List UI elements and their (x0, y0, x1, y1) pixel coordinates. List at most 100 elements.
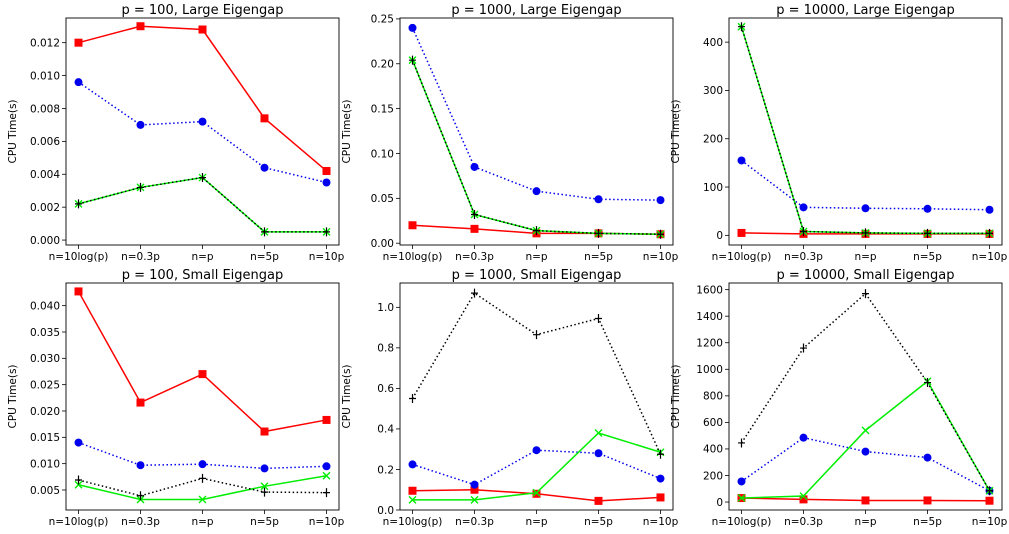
x-tick-label: n=10p (643, 516, 679, 528)
data-point (986, 228, 993, 238)
x-tick-label: n=5p (250, 516, 279, 528)
data-point (322, 415, 331, 424)
data-point (532, 446, 541, 455)
data-point (199, 473, 206, 483)
data-point (862, 228, 869, 238)
data-point (861, 204, 870, 213)
y-tick-label: 400 (703, 37, 723, 49)
data-point (861, 426, 870, 435)
series-line-4 (78, 176, 327, 233)
y-tick-label: 1000 (696, 364, 723, 376)
y-tick-label: 0.006 (30, 136, 60, 148)
data-point (861, 447, 870, 456)
x-tick-label: n=5p (913, 516, 942, 528)
chart-title: p = 1000, Large Eigengap (451, 3, 621, 18)
data-point (136, 398, 145, 407)
series-line-4 (740, 292, 991, 492)
y-tick-label: 300 (703, 85, 723, 97)
y-axis-label: CPU Time(s) (7, 99, 19, 163)
data-point (408, 221, 417, 230)
chart-title: p = 10000, Large Eigengap (776, 3, 955, 18)
data-point (75, 199, 82, 209)
data-point (799, 495, 808, 504)
chart-panel-1: p = 100, Large Eigengap CPU Time(s) 0.000 0… (7, 3, 345, 263)
y-tick-label: 0.030 (30, 353, 60, 365)
plot-area (74, 22, 331, 237)
y-tick-label: 0.002 (30, 202, 60, 214)
y-tick-label: 0.20 (371, 59, 394, 71)
x-tick-label: n=5p (250, 251, 279, 263)
x-tick-label: n=10p (643, 251, 679, 263)
y-tick-label: 0.008 (30, 103, 60, 115)
data-point (737, 477, 746, 486)
data-point (260, 464, 269, 473)
data-point (657, 229, 664, 239)
series-line-2 (741, 159, 990, 211)
data-point (737, 156, 746, 165)
plot-area (408, 288, 665, 505)
data-point (799, 433, 808, 442)
data-point (408, 460, 417, 469)
data-point (74, 287, 83, 296)
data-point (738, 438, 745, 448)
data-point (924, 228, 931, 238)
data-point (471, 288, 478, 298)
data-point (800, 226, 807, 236)
y-tick-label: 1400 (696, 311, 723, 323)
y-tick-label: 600 (703, 417, 723, 429)
data-point (470, 485, 479, 494)
x-tick-label: n=10p (972, 251, 1008, 263)
data-point (136, 120, 145, 129)
y-tick-label: 0.020 (30, 406, 60, 418)
data-point (595, 228, 602, 238)
data-point (198, 460, 207, 469)
data-point (260, 163, 269, 172)
plot-area (737, 289, 994, 505)
data-point (408, 486, 417, 495)
chart-title: p = 100, Large Eigengap (122, 3, 284, 18)
x-tick-label: n=0.3p (121, 251, 160, 263)
series-line-3 (78, 176, 327, 233)
y-tick-label: 0.15 (371, 103, 394, 115)
axes-frame (65, 282, 340, 511)
series-line-3 (740, 26, 990, 235)
data-point (532, 489, 541, 498)
data-point (137, 491, 144, 501)
data-point (594, 428, 603, 437)
data-point (409, 55, 416, 65)
y-tick-label: 0.012 (30, 37, 60, 49)
data-point (594, 195, 603, 204)
data-point (594, 449, 603, 458)
data-point (137, 182, 144, 192)
y-tick-label: 0 (716, 497, 723, 509)
x-tick-label: n=10p (972, 516, 1008, 528)
series-line-2 (411, 27, 661, 201)
y-tick-label: 800 (703, 391, 723, 403)
data-point (136, 22, 145, 31)
axes-frame (399, 17, 674, 246)
data-point (322, 166, 331, 175)
y-tick-label: 0.00 (371, 238, 394, 250)
x-tick-label: n=10log(p) (383, 251, 443, 263)
data-point (594, 496, 603, 505)
x-tick-label: n=10log(p) (49, 516, 109, 528)
y-tick-label: 0.8 (377, 343, 394, 355)
chart-panel-3: p = 10000, Large Eigengap CPU Time(s) 0 100… (670, 3, 1008, 263)
x-tick-label: n=p (191, 516, 213, 528)
x-tick-label: n=10log(p) (49, 251, 109, 263)
data-point (408, 495, 417, 504)
data-point (198, 25, 207, 34)
y-tick-label: 1200 (696, 338, 723, 350)
y-tick-label: 0.015 (30, 432, 60, 444)
data-point (533, 226, 540, 236)
x-tick-label: n=p (854, 251, 876, 263)
data-point (261, 487, 268, 497)
y-axis-label: CPU Time(s) (341, 99, 353, 163)
data-point (986, 486, 993, 496)
y-tick-label: 0.000 (30, 235, 60, 247)
x-tick-label: n=10log(p) (712, 516, 772, 528)
x-tick-label: n=10log(p) (712, 251, 772, 263)
x-tick-label: n=0.3p (784, 251, 823, 263)
chart-panel-6: p = 10000, Small Eigengap CPU Time(s) 0 200… (670, 268, 1008, 528)
x-tick-label: n=0.3p (455, 516, 494, 528)
